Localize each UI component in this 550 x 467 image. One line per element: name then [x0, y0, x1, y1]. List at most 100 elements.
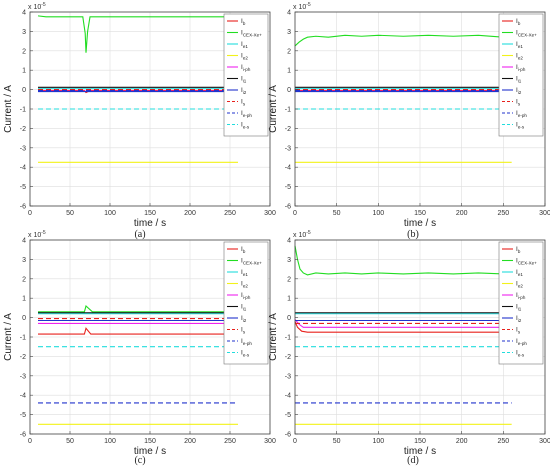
panel-a-legend-label: Is	[241, 99, 246, 107]
panel-b-legend-label: Ii2	[516, 87, 522, 95]
panel-d-series-ii-ph-line	[294, 319, 512, 328]
panel-a-legend: Ib ICEX-Xe+ Ie1 Ie2 Ii-ph Ii1 Ii2 Is Ie-ph Ie-s	[223, 13, 269, 137]
panel-b-x-tick-label: 0	[293, 210, 297, 217]
panel-c-y-tick-label: -2	[20, 354, 26, 361]
panel-a-x-tick-label: 200	[184, 210, 196, 217]
panel-d-legend: Ib ICEX-Xe+ Ie1 Ie2 Ii-ph Ii1 Ii2 Is Ie-ph Ie-s	[498, 241, 544, 365]
panel-a-legend-label: Ie-ph	[241, 110, 252, 118]
panel-c: 0 50 100 150 200 250 300 -6 -5 -4 -3 -2 -1 0 1 2 3 4x 10-…	[3, 230, 276, 466]
panel-d-x-axis-label: time / s	[404, 446, 436, 457]
panel-b-legend-label: Ie-s	[516, 122, 525, 130]
panel-c-y-tick-label: 3	[22, 257, 26, 264]
panel-b-x-tick-label: 200	[456, 210, 468, 217]
panel-b-y-tick-label: -5	[285, 184, 291, 191]
panel-d-legend-label: Ib	[516, 246, 521, 254]
panel-c-y-exponent: x 10-5	[28, 230, 46, 239]
panel-b-y-tick-label: -6	[285, 204, 291, 211]
panel-d-legend-label: Is	[516, 327, 521, 335]
panel-d-legend-label: Ie-s	[516, 350, 525, 358]
panel-b-y-exponent: x 10-5	[293, 2, 311, 11]
panel-d-caption: (d)	[407, 455, 419, 466]
panel-c-y-tick-label: 1	[22, 296, 26, 303]
panel-c-legend-label: Ii2	[241, 315, 247, 323]
panel-b-y-tick-label: 3	[287, 29, 291, 36]
panel-c-legend-label: Is	[241, 327, 246, 335]
panel-a-y-exponent: x 10-5	[28, 2, 46, 11]
panel-c-legend-box	[223, 241, 269, 365]
panel-a-x-tick-label: 150	[144, 210, 156, 217]
panel-d-x-tick-label: 300	[539, 438, 550, 445]
panel-b-legend-label: Ie-ph	[516, 110, 527, 118]
panel-d-y-tick-label: 1	[287, 296, 291, 303]
panel-a-y-tick-label: -3	[20, 145, 26, 152]
panel-a-y-tick-label: -4	[20, 165, 26, 172]
panel-d-y-tick-label: -3	[285, 373, 291, 380]
panel-d-legend-label: Ie2	[516, 281, 523, 289]
panel-b-legend-box	[498, 13, 544, 137]
panel-c-legend-label: Ie-s	[241, 350, 250, 358]
panel-d-x-tick-label: 200	[456, 438, 468, 445]
panel-d-y-tick-label: -6	[285, 432, 291, 439]
panel-a-x-tick-label: 50	[66, 210, 74, 217]
panel-b-legend-label: Ie2	[516, 53, 523, 61]
panel-b-legend-label: Ii-ph	[516, 64, 526, 72]
panel-b-y-tick-label: -2	[285, 126, 291, 133]
panel-c-y-tick-label: -5	[20, 412, 26, 419]
panel-a-legend-label: Ib	[241, 18, 246, 26]
panel-b-y-tick-label: -1	[285, 107, 291, 114]
panel-b-y-tick-label: 0	[287, 87, 291, 94]
panel-c-y-tick-label: -4	[20, 393, 26, 400]
panel-a-series-ib-line	[38, 90, 238, 94]
panel-c-caption: (c)	[134, 455, 145, 466]
panel-d-y-tick-label: -1	[285, 335, 291, 342]
panel-b-caption: (b)	[407, 229, 419, 240]
panel-d-legend-label: Ii1	[516, 304, 522, 312]
panel-c-y-tick-label: -1	[20, 335, 26, 342]
panel-b-x-tick-label: 300	[539, 210, 550, 217]
panel-c-y-tick-label: 2	[22, 276, 26, 283]
panel-c-legend-label: Ii1	[241, 304, 247, 312]
panel-c-y-axis-label: Current / A	[3, 313, 14, 361]
panel-d-legend-label: Ii2	[516, 315, 522, 323]
panel-d-legend-label: Ie-ph	[516, 338, 527, 346]
panel-a-x-tick-label: 300	[264, 210, 276, 217]
panel-b-x-tick-label: 100	[372, 210, 384, 217]
panel-d-y-tick-label: 3	[287, 257, 291, 264]
panel-a-x-tick-label: 0	[28, 210, 32, 217]
panel-d-series-ib-line	[294, 321, 512, 333]
panel-c-y-tick-label: 0	[22, 315, 26, 322]
panel-b-x-tick-label: 250	[497, 210, 509, 217]
panel-b-legend-label: Ib	[516, 18, 521, 26]
panel-b-x-axis-label: time / s	[404, 218, 436, 229]
panel-b-legend-label: Ii1	[516, 76, 522, 84]
panel-a-y-tick-label: -5	[20, 184, 26, 191]
panel-b-y-tick-label: 1	[287, 68, 291, 75]
panel-c-legend-label: Ie-ph	[241, 338, 252, 346]
panel-a-legend-label: Ie1	[241, 41, 248, 49]
panel-d-x-tick-label: 50	[333, 438, 341, 445]
panel-d-y-tick-label: -4	[285, 393, 291, 400]
panel-d-legend-label: Ii-ph	[516, 292, 526, 300]
panel-b-legend-label: Is	[516, 99, 521, 107]
panel-c-x-tick-label: 0	[28, 438, 32, 445]
panel-a-y-tick-label: -6	[20, 204, 26, 211]
panel-b-x-tick-label: 50	[333, 210, 341, 217]
panel-d-y-exponent: x 10-5	[293, 230, 311, 239]
panel-a-legend-label: Ii1	[241, 76, 247, 84]
panel-c-series-ib-line	[38, 327, 238, 335]
panel-b-y-tick-label: 2	[287, 48, 291, 55]
panel-c-x-tick-label: 250	[224, 438, 236, 445]
panel-a-legend-label: Ii-ph	[241, 64, 251, 72]
panel-d-y-tick-label: -5	[285, 412, 291, 419]
panel-d-y-axis-label: Current / A	[268, 313, 279, 361]
panel-a-legend-label: Ii2	[241, 87, 247, 95]
panel-c-legend: Ib ICEX-Xe+ Ie1 Ie2 Ii-ph Ii1 Ii2 Is Ie-ph Ie-s	[223, 241, 269, 365]
panel-b-y-tick-label: 4	[287, 10, 291, 17]
panel-d-x-tick-label: 250	[497, 438, 509, 445]
panel-a-legend-box	[223, 13, 269, 137]
panel-a-y-tick-label: 4	[22, 10, 26, 17]
panel-c-x-tick-label: 50	[66, 438, 74, 445]
